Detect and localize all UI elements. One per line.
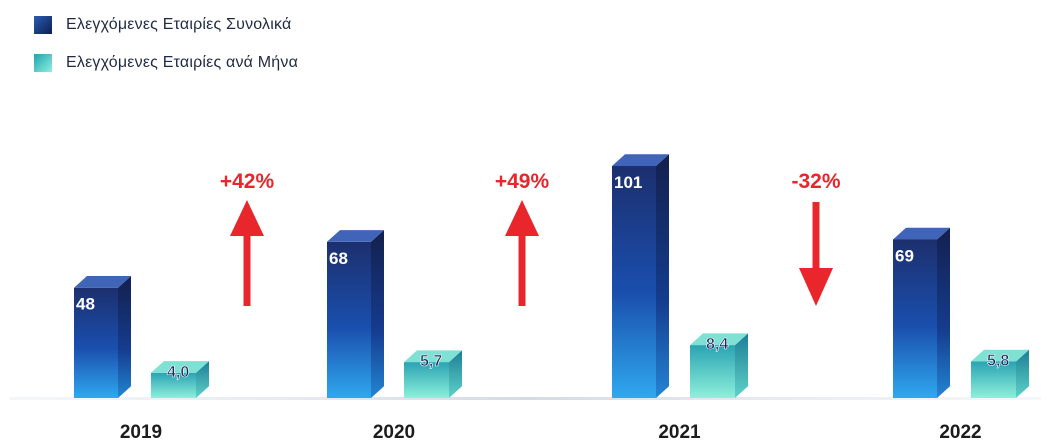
ground-line <box>10 397 1041 400</box>
monthly-bar <box>404 350 462 398</box>
total-bar <box>74 276 131 398</box>
change-annotation-label: +49% <box>495 170 550 193</box>
change-annotation-label: +42% <box>220 170 275 193</box>
monthly-bar-value-label: 5,7 <box>420 353 442 370</box>
total-bar-value-label: 48 <box>76 295 95 314</box>
x-tick-label: 2020 <box>373 422 415 441</box>
monthly-bar <box>971 349 1029 398</box>
legend-swatch-total <box>34 16 52 34</box>
legend-label-monthly: Ελεγχόμενες Εταιρίες ανά Μήνα <box>66 54 299 71</box>
legend: Ελεγχόμενες Εταιρίες Συνολικά Ελεγχόμενε… <box>34 14 298 90</box>
change-annotation-label: -32% <box>791 170 840 193</box>
x-tick-label: 2022 <box>939 422 981 441</box>
monthly-bar-value-label: 8,4 <box>706 336 728 353</box>
total-bar <box>612 154 669 398</box>
monthly-bar-value-label: 5,8 <box>987 352 1009 369</box>
legend-item-monthly: Ελεγχόμενες Εταιρίες ανά Μήνα <box>34 52 298 74</box>
total-bar-value-label: 101 <box>614 173 642 192</box>
arrow-up-icon <box>230 200 264 306</box>
x-tick-label: 2021 <box>658 422 701 441</box>
bars-layer <box>74 154 1029 398</box>
total-bar-value-label: 69 <box>895 247 914 266</box>
monthly-bar <box>151 361 209 398</box>
legend-swatch-monthly <box>34 54 52 72</box>
legend-label-total: Ελεγχόμενες Εταιρίες Συνολικά <box>66 16 292 33</box>
legend-item-total: Ελεγχόμενες Εταιρίες Συνολικά <box>34 14 298 36</box>
monthly-bar <box>690 333 748 398</box>
total-bar-value-label: 68 <box>329 249 348 268</box>
arrow-down-icon <box>799 202 833 306</box>
total-bar <box>893 227 950 398</box>
labels-layer: 48 4,0 2019 68 5,7 2020 101 8,4 2021 69 5,8 2022 +42… <box>76 170 1010 441</box>
x-tick-label: 2019 <box>120 422 162 441</box>
arrow-up-icon <box>505 200 539 306</box>
total-bar <box>327 230 384 398</box>
monthly-bar-value-label: 4,0 <box>167 364 189 381</box>
